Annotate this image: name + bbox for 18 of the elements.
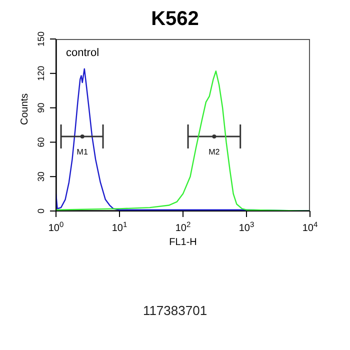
x-tick-label: 10$^{0}$ (48, 220, 64, 234)
series-label: control (66, 47, 100, 59)
y-tick-label: 0 (36, 208, 46, 214)
x-tick-label: 10$^{4}$ (302, 220, 318, 234)
x-tick-label: 10$^{2}$ (175, 220, 191, 234)
y-tick-label: 120 (36, 66, 46, 81)
data-label: M2 (208, 148, 220, 157)
y-tick-label: 60 (36, 137, 46, 148)
chart-title: K562 (150, 8, 200, 31)
y-tick-label: 150 (36, 31, 46, 47)
x-axis-title: FL1-H (169, 237, 197, 248)
y-tick-label: 30 (36, 172, 46, 182)
x-tick-label: 10$^{3}$ (238, 220, 254, 234)
x-tick-label: 10$^{1}$ (112, 220, 128, 234)
y-tick-label: 90 (36, 102, 46, 113)
text: 117383701 (142, 303, 208, 318)
y-axis-title: Counts (20, 93, 31, 125)
data-label: M1 (76, 148, 88, 157)
